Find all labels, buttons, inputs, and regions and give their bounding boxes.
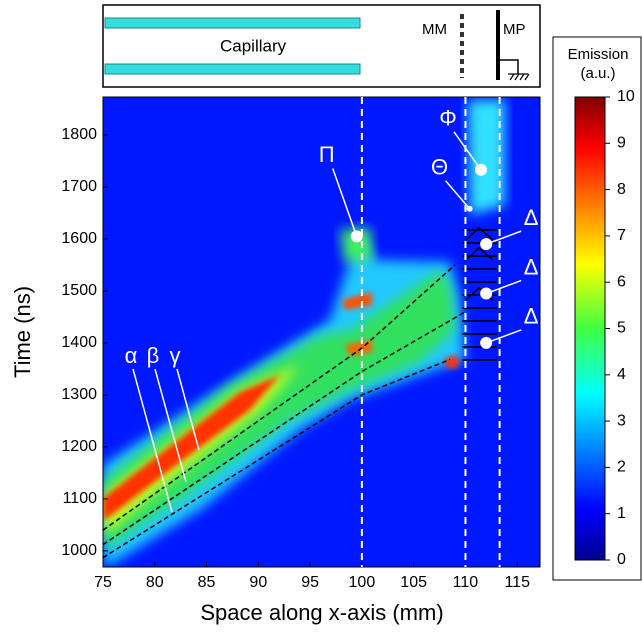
colorbar-tick-label: 1 (617, 505, 626, 522)
heatmap (103, 97, 540, 567)
y-tick-label: 1200 (61, 438, 97, 455)
colorbar-tick-label: 3 (617, 412, 626, 429)
emission (342, 292, 372, 310)
point-label: Δ (524, 254, 539, 279)
y-tick-label: 1800 (61, 126, 97, 143)
annotation-arrow (332, 168, 358, 237)
point-label: Θ (431, 155, 448, 180)
colorbar-tick-label: 4 (617, 366, 626, 383)
trajectory-label: α (125, 343, 138, 368)
ground (508, 73, 530, 81)
annotation-arrow (132, 368, 173, 513)
point (480, 238, 493, 251)
emission (445, 355, 458, 368)
y-tick-label: 1100 (63, 490, 98, 507)
colorbar-tick-label: 8 (617, 181, 626, 198)
emission (103, 375, 280, 520)
point-label-subscript: β (544, 268, 553, 285)
point (350, 230, 363, 243)
y-tick-label: 1000 (61, 542, 97, 559)
colorbar-tick-label: 2 (617, 459, 626, 476)
x-tick-label: 95 (301, 574, 319, 591)
x-tick-label: 80 (146, 574, 164, 591)
emission (340, 228, 372, 262)
trajectory-label: γ (170, 343, 181, 368)
colorbar-tick-label: 7 (617, 227, 626, 244)
annotation-arrow (485, 279, 522, 295)
mm-label: MM (422, 21, 447, 38)
colorbar-title: Emission (568, 46, 629, 63)
point-label: Π (319, 142, 335, 167)
colorbar-tick-label: 10 (617, 88, 635, 105)
annotation-arrow (176, 368, 200, 451)
point-label: Φ (439, 106, 457, 131)
colorbar-tick-label: 9 (617, 135, 626, 152)
colorbar (574, 96, 606, 561)
point (480, 336, 493, 349)
trajectory (102, 264, 456, 531)
capillary-label: Capillary (220, 36, 287, 55)
y-tick-label: 1300 (61, 386, 97, 403)
x-tick-label: 90 (249, 574, 267, 591)
y-axis-label: Time (ns) (10, 286, 35, 378)
capillary-wall (104, 63, 361, 75)
colorbar-title: (a.u.) (580, 65, 615, 82)
annotation-arrow (485, 329, 522, 344)
point-label-subscript: γ (544, 219, 552, 236)
mp-wire (498, 59, 519, 74)
y-tick-label: 1700 (61, 178, 97, 195)
point (480, 287, 493, 300)
hatch-lines (462, 229, 497, 361)
colorbar-tick-label: 6 (617, 273, 626, 290)
schematic-frame (102, 4, 541, 88)
annotation-arrow (453, 131, 482, 171)
y-tick-label: 1500 (61, 282, 97, 299)
point-label-subscript: α (544, 318, 553, 335)
trajectory (102, 358, 451, 559)
x-tick-label: 115 (504, 574, 530, 591)
y-tick-label: 1400 (61, 334, 97, 351)
x-axis-label: Space along x-axis (mm) (200, 600, 443, 625)
colorbar-tick-label: 5 (617, 320, 626, 337)
point-label: Δ (524, 304, 539, 329)
x-tick-label: 100 (349, 574, 376, 591)
x-tick-label: 105 (400, 574, 427, 591)
emission (468, 100, 505, 215)
emission (103, 270, 455, 550)
x-tick-label: 85 (198, 574, 216, 591)
hatch (462, 226, 497, 361)
y-tick-label: 1600 (61, 230, 97, 247)
colorbar-tick-label: 0 (617, 551, 626, 568)
annotation-arrow (154, 368, 187, 483)
capillary-wall (104, 17, 361, 29)
schematic: Capillary MM MP (102, 4, 541, 88)
annotation-arrow (485, 230, 522, 245)
point-label: Δ (524, 205, 539, 230)
x-tick-label: 75 (94, 574, 112, 591)
trajectory-label: β (147, 343, 160, 368)
point (466, 205, 473, 212)
point (474, 163, 487, 176)
x-tick-label: 110 (453, 574, 479, 591)
plot-frame (102, 96, 541, 568)
mp-label: MP (503, 21, 526, 38)
emission (345, 340, 372, 356)
annotation-arrow (445, 180, 471, 210)
